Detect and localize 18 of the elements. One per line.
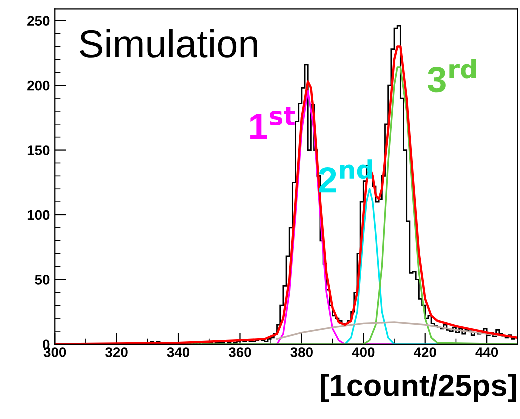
annotation: Simulation <box>80 29 258 58</box>
x-tick-label: 320 <box>106 348 128 358</box>
y-tick-label: 250 <box>28 16 50 26</box>
annotation: 3$^{rd}$ <box>428 59 476 93</box>
x-tick-label: 360 <box>228 348 252 358</box>
y-tick-label: 100 <box>28 210 50 220</box>
x-tick-label: 420 <box>414 348 436 358</box>
y-tick-label: 150 <box>28 146 50 156</box>
y-tick-label: 50 <box>35 275 50 285</box>
x-tick-label: 440 <box>476 348 498 358</box>
annotation: 1$^{st}$ <box>250 107 296 140</box>
x-tick-label: 400 <box>352 348 375 358</box>
x-tick-label: 340 <box>167 348 190 358</box>
y-tick-label: 200 <box>28 80 50 91</box>
x-axis-title: [1count/25ps] <box>321 374 516 403</box>
line-series <box>344 188 439 344</box>
x-tick-label: 380 <box>290 348 313 358</box>
x-tick-label: 300 <box>44 348 66 358</box>
